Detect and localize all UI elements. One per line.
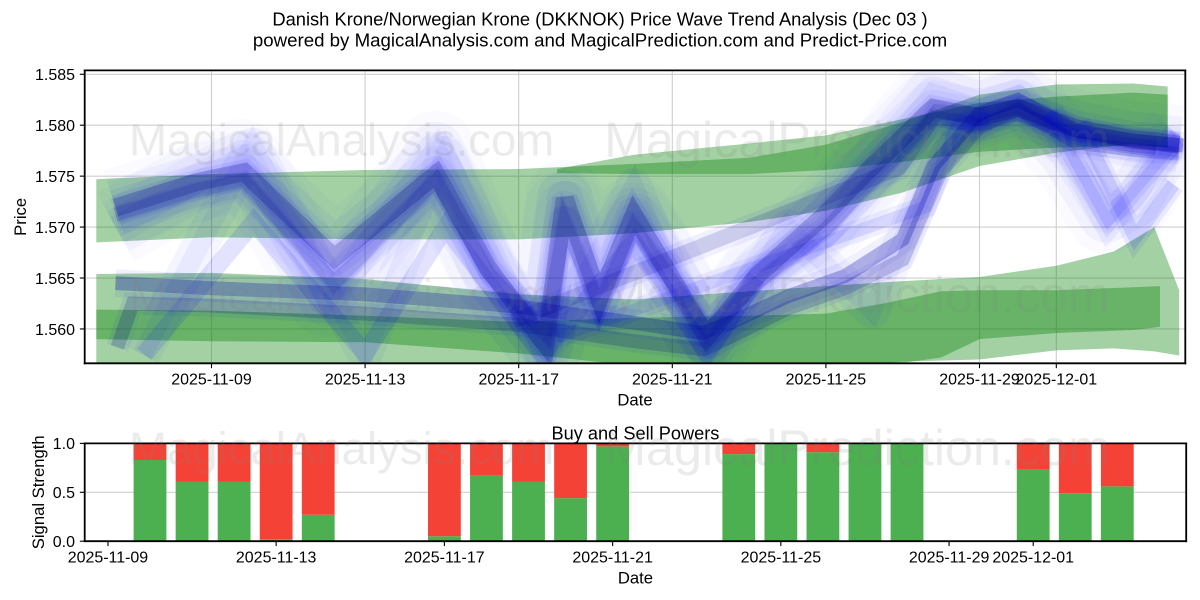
svg-text:1.0: 1.0 [53,436,75,453]
svg-text:0.5: 0.5 [53,485,75,502]
svg-text:2025-11-29: 2025-11-29 [939,372,1020,389]
svg-text:2025-11-25: 2025-11-25 [741,549,822,566]
svg-text:2025-11-17: 2025-11-17 [478,372,559,389]
svg-text:2025-11-21: 2025-11-21 [572,549,653,566]
svg-text:1.570: 1.570 [35,220,75,237]
svg-text:Signal Strength: Signal Strength [29,435,48,549]
svg-text:MagicalAnalysis.com: MagicalAnalysis.com [129,115,554,166]
svg-text:2025-11-17: 2025-11-17 [404,549,485,566]
svg-text:MagicalPrediction.com: MagicalPrediction.com [604,111,1110,168]
svg-text:2025-12-01: 2025-12-01 [992,549,1074,566]
svg-text:MagicalAnalysis.com: MagicalAnalysis.com [129,270,554,321]
svg-text:Date: Date [618,568,653,587]
svg-text:Price: Price [11,198,30,236]
svg-text:1.580: 1.580 [35,118,75,135]
svg-text:MagicalPrediction.com: MagicalPrediction.com [604,266,1110,323]
svg-text:2025-12-01: 2025-12-01 [1015,372,1097,389]
svg-text:2025-11-29: 2025-11-29 [909,549,990,566]
svg-text:Date: Date [617,391,652,410]
svg-text:Danish Krone/Norwegian Krone (: Danish Krone/Norwegian Krone (DKKNOK) Pr… [272,8,927,29]
svg-text:1.575: 1.575 [35,169,75,186]
svg-text:Buy and Sell Powers: Buy and Sell Powers [552,424,720,444]
svg-text:powered by MagicalAnalysis.com: powered by MagicalAnalysis.com and Magic… [253,29,947,50]
svg-text:1.565: 1.565 [35,271,75,288]
svg-text:2025-11-09: 2025-11-09 [171,372,252,389]
svg-text:2025-11-13: 2025-11-13 [236,549,317,566]
svg-text:2025-11-25: 2025-11-25 [786,372,867,389]
svg-text:2025-11-13: 2025-11-13 [325,372,406,389]
svg-text:1.585: 1.585 [35,67,75,84]
svg-text:2025-11-09: 2025-11-09 [68,549,149,566]
svg-text:2025-11-21: 2025-11-21 [632,372,713,389]
svg-text:MagicalAnalysis.com: MagicalAnalysis.com [129,423,554,474]
svg-text:0.0: 0.0 [53,534,75,551]
svg-text:1.560: 1.560 [35,322,75,339]
svg-text:MagicalPrediction.com: MagicalPrediction.com [604,419,1110,476]
